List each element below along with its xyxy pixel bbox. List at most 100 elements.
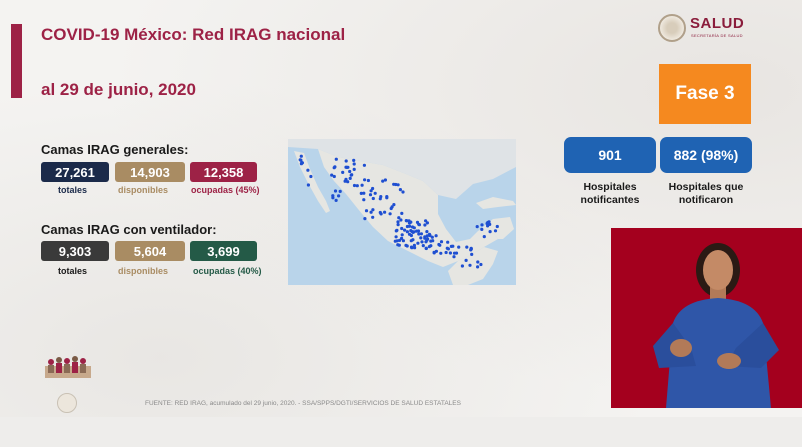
- general-beds-label: Camas IRAG generales:: [41, 142, 189, 157]
- hospital-marker: [363, 178, 367, 182]
- hospital-marker: [417, 232, 421, 236]
- hospital-marker: [366, 178, 370, 183]
- hospital-marker: [488, 230, 492, 234]
- hospital-marker: [411, 238, 415, 242]
- accent-bar: [11, 24, 22, 98]
- hospital-marker: [475, 225, 479, 229]
- hospital-marker: [309, 174, 313, 179]
- ventilator-available-caption: disponibles: [118, 266, 169, 276]
- hospital-marker: [346, 180, 350, 184]
- ventilator-occupied-caption: ocupadas (40%): [193, 266, 262, 276]
- sign-language-interpreter: [611, 228, 802, 408]
- hospital-marker: [404, 243, 408, 247]
- hospital-marker: [400, 226, 404, 231]
- hospital-marker: [400, 211, 404, 215]
- general-available-caption: disponibles: [118, 185, 169, 195]
- hospital-marker: [394, 182, 398, 187]
- hospital-marker: [400, 236, 404, 240]
- hospital-marker: [334, 157, 338, 161]
- hospital-marker: [417, 223, 421, 227]
- hospital-marker: [362, 163, 366, 167]
- hospital-marker: [411, 230, 415, 234]
- hospital-marker: [419, 232, 423, 236]
- hospital-marker: [480, 223, 484, 227]
- hospital-marker: [352, 167, 356, 171]
- general-occupied-box: 12,358: [190, 162, 257, 182]
- hospital-marker: [405, 230, 409, 234]
- hospital-marker: [397, 243, 401, 247]
- hospital-marker: [413, 246, 417, 250]
- hospital-marker: [373, 191, 377, 195]
- hospital-markers: [298, 154, 499, 269]
- hospital-marker: [398, 188, 402, 192]
- hospital-marker: [409, 233, 413, 238]
- hospital-marker: [355, 184, 359, 188]
- hospital-marker: [338, 189, 342, 193]
- hospital-marker: [390, 205, 394, 209]
- hospital-marker: [352, 162, 356, 166]
- hospital-marker: [423, 235, 427, 239]
- hospital-marker: [333, 165, 337, 169]
- hospital-marker: [396, 223, 400, 227]
- hospitals-reported-caption: Hospitales que notificaron: [656, 181, 756, 207]
- hospital-marker: [343, 179, 347, 183]
- hospital-marker: [429, 244, 433, 248]
- hospital-marker: [468, 263, 472, 267]
- logo-subtitle: SECRETARÍA DE SALUD: [691, 33, 743, 38]
- hospital-marker: [344, 159, 348, 163]
- hospital-marker: [437, 242, 441, 247]
- hospital-marker: [331, 196, 335, 200]
- hospital-marker: [434, 234, 438, 238]
- hospital-marker: [379, 212, 383, 216]
- hospital-marker: [299, 154, 303, 158]
- hospital-marker: [410, 246, 414, 250]
- hospital-marker: [479, 262, 483, 267]
- hospital-marker: [420, 240, 424, 244]
- hospital-marker: [451, 244, 455, 248]
- hospital-marker: [431, 239, 435, 243]
- hospital-marker: [394, 229, 398, 233]
- hospitals-reporting-caption-line2: notificantes: [580, 194, 640, 206]
- ventilator-occupied-box: 3,699: [190, 241, 257, 261]
- hospital-marker: [400, 233, 404, 237]
- hospital-marker: [434, 249, 438, 253]
- hospital-marker: [334, 198, 338, 202]
- hospital-marker: [439, 251, 443, 255]
- hospital-marker: [362, 198, 366, 202]
- hospital-marker: [392, 203, 396, 207]
- hospital-marker: [495, 224, 499, 229]
- hospital-marker: [452, 251, 457, 255]
- ventilator-total-box: 9,303: [41, 241, 109, 261]
- hospital-marker: [371, 215, 375, 219]
- hospital-marker: [369, 189, 373, 193]
- hospital-marker: [446, 240, 450, 244]
- hospital-marker: [457, 245, 461, 249]
- hospital-marker: [300, 161, 304, 165]
- hospital-marker: [423, 223, 427, 227]
- bottom-strip: [0, 417, 802, 447]
- map-graphic: [288, 139, 516, 285]
- hospital-marker: [348, 169, 352, 174]
- hospital-marker: [368, 193, 373, 197]
- hospital-marker: [352, 158, 356, 162]
- hospital-marker: [388, 212, 392, 216]
- hospitals-reporting-box: 901: [564, 137, 656, 173]
- hospitals-reporting-caption: Hospitales notificantes: [564, 181, 656, 207]
- interpreter-figure: [611, 228, 802, 408]
- mexico-hospital-map: [288, 139, 516, 285]
- general-occupied-caption: ocupadas (45%): [191, 185, 260, 195]
- hospital-marker: [430, 235, 434, 239]
- hospital-marker: [446, 247, 450, 251]
- hospitals-reporting-caption-line1: Hospitales: [583, 181, 637, 193]
- hospital-marker: [425, 230, 429, 234]
- hospital-marker: [385, 196, 389, 200]
- hospital-marker: [425, 234, 429, 238]
- hospital-marker: [409, 229, 413, 233]
- hospital-marker: [427, 232, 432, 236]
- hospital-marker: [371, 208, 375, 212]
- hospital-marker: [306, 168, 310, 172]
- hospital-marker: [395, 239, 399, 243]
- hospital-marker: [341, 170, 345, 174]
- hospitals-reported-caption-line1: Hospitales que: [668, 181, 744, 193]
- hospital-marker: [493, 229, 498, 233]
